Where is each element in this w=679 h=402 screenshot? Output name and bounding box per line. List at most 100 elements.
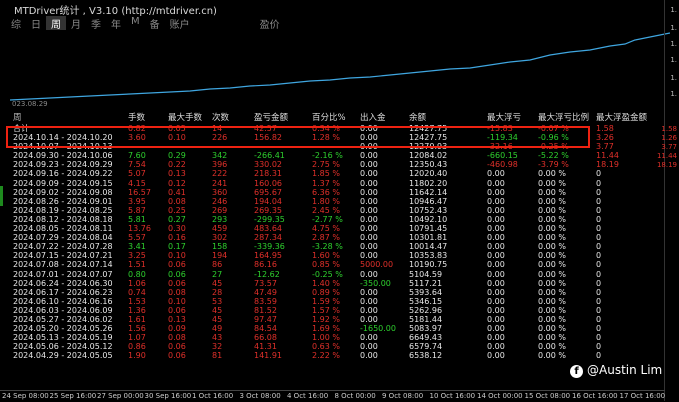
time-axis-label: 30 Sep 16:00: [144, 392, 192, 400]
table-row[interactable]: 合计 0.82 0.05 14 42.57 0.34 % 0.00 12427.75 -15.8…: [0, 124, 665, 133]
tab-2[interactable]: 周: [46, 16, 66, 31]
cell-pct: 2.45 %: [312, 205, 340, 215]
cell-io: 0.00: [360, 269, 378, 279]
table-row[interactable]: 2024.06.24 - 2024.06.30 1.06 0.06 45 73.57 1.…: [0, 279, 665, 288]
cell-maxlot: 0.06: [168, 269, 186, 279]
cell-ddp: 0.00 %: [538, 242, 566, 252]
cell-pct: 2.87 %: [312, 233, 340, 243]
cell-pnl: 141.91: [254, 351, 282, 361]
table-row[interactable]: 2024.04.29 - 2024.05.05 1.90 0.06 81 141.91 2…: [0, 351, 665, 360]
tab-6[interactable]: M: [131, 16, 140, 27]
table-row[interactable]: 2024.07.22 - 2024.07.28 3.41 0.17 158 -339.3…: [0, 242, 665, 251]
cell-dd: -119.34: [487, 133, 518, 143]
cell-lots: 1.36: [128, 305, 146, 315]
header-cell[interactable]: 最大浮亏: [487, 113, 522, 123]
table-row[interactable]: 2024.07.15 - 2024.07.21 3.25 0.10 194 164.95…: [0, 251, 665, 260]
header-cell[interactable]: 余额: [409, 113, 427, 123]
tab-9[interactable]: 盈价: [259, 20, 280, 31]
cell-bal: 10492.10: [409, 214, 448, 224]
table-row[interactable]: 2024.09.30 - 2024.10.06 7.60 0.29 342 -266.4…: [0, 151, 665, 160]
scale-label: 1.: [670, 40, 677, 48]
table-row[interactable]: 2024.08.26 - 2024.09.01 3.95 0.08 246 194.04…: [0, 197, 665, 206]
header-cell[interactable]: 周: [13, 113, 22, 123]
cell-pnl: 83.59: [254, 296, 277, 306]
cell-bal: 6538.12: [409, 351, 443, 361]
header-cell[interactable]: 最大浮盈金额: [596, 113, 648, 123]
tab-7[interactable]: 备: [149, 20, 160, 31]
tab-3[interactable]: 月: [71, 20, 81, 31]
table-row[interactable]: 2024.07.01 - 2024.07.07 0.80 0.06 27 -12.62 -…: [0, 270, 665, 279]
table-row[interactable]: 2024.05.13 - 2024.05.19 1.07 0.08 43 66.08 1.…: [0, 333, 665, 342]
table-row[interactable]: 2024.07.29 - 2024.08.04 5.57 0.16 302 287.34…: [0, 233, 665, 242]
cell-maxlot: 0.27: [168, 214, 186, 224]
header-cell[interactable]: 百分比%: [312, 113, 346, 123]
cell-io: 0.00: [360, 333, 378, 343]
cell-bal: 10752.43: [409, 205, 448, 215]
tab-4[interactable]: 季: [91, 20, 101, 31]
cell-pnl: 156.82: [254, 133, 282, 143]
cell-mf: 0: [596, 251, 602, 261]
cell-count: 49: [212, 324, 223, 334]
tab-1[interactable]: 日: [31, 20, 41, 31]
table-row[interactable]: 2024.09.23 - 2024.09.29 7.54 0.22 396 330.02…: [0, 160, 665, 169]
cell-mf: 0: [596, 351, 602, 361]
header-cell[interactable]: 次数: [212, 113, 230, 123]
cell-count: 269: [212, 205, 228, 215]
cell-bal: 5181.44: [409, 314, 443, 324]
cell-mf: 18.19: [596, 160, 619, 170]
cell-count: 32: [212, 342, 223, 352]
table-row[interactable]: 2024.10.14 - 2024.10.20 3.60 0.10 226 156.82…: [0, 133, 665, 142]
facebook-icon: f: [570, 365, 583, 378]
cell-ddp: 0.00 %: [538, 342, 566, 352]
watermark-text: @Austin Lim: [587, 363, 663, 377]
table-row[interactable]: 2024.09.16 - 2024.09.22 5.07 0.13 222 218.31…: [0, 169, 665, 178]
table-row[interactable]: 2024.08.12 - 2024.08.18 5.81 0.27 293 -299.3…: [0, 215, 665, 224]
cell-maxlot: 0.06: [168, 351, 186, 361]
header-cell[interactable]: 最大浮亏比例: [538, 113, 590, 123]
table-row[interactable]: 2024.06.03 - 2024.06.09 1.36 0.06 45 81.52 1.…: [0, 306, 665, 315]
table-row[interactable]: 2024.06.10 - 2024.06.16 1.53 0.10 53 83.59 1.…: [0, 297, 665, 306]
cell-period: 合计: [13, 124, 29, 133]
table-row[interactable]: 2024.08.19 - 2024.08.25 5.87 0.25 269 269.35…: [0, 206, 665, 215]
cell-pct: 4.75 %: [312, 224, 340, 234]
cell-io: 0.00: [360, 187, 378, 197]
cell-maxlot: 0.13: [168, 314, 186, 324]
time-axis-label: 14 Oct 00:00: [477, 392, 523, 400]
tab-bar: 综日周月季年 M 备账户 盈价: [6, 16, 285, 31]
table-row[interactable]: 2024.07.08 - 2024.07.14 1.51 0.06 86 86.16 0.…: [0, 260, 665, 269]
table-row[interactable]: 2024.06.17 - 2024.06.23 0.74 0.08 28 47.49 0.…: [0, 288, 665, 297]
cell-dd: 0.00: [487, 214, 505, 224]
cell-count: 222: [212, 169, 228, 179]
header-cell[interactable]: 盈亏金额: [254, 113, 289, 123]
table-row[interactable]: 2024.09.02 - 2024.09.08 16.57 0.41 360 695.6…: [0, 188, 665, 197]
tab-5[interactable]: 年: [111, 20, 121, 31]
cell-pnl: 194.04: [254, 196, 282, 206]
table-header: 周 手数 最大手数 次数 盈亏金额 百分比% 出入金 余额 最大浮亏 最大浮亏比例 最大浮盈金额: [0, 112, 665, 124]
cell-lots: 1.07: [128, 333, 146, 343]
tab-0[interactable]: 综: [11, 20, 21, 31]
table-row[interactable]: 2024.08.05 - 2024.08.11 13.76 0.30 459 483.6…: [0, 224, 665, 233]
cell-bal: 5393.64: [409, 287, 443, 297]
cell-maxlot: 0.29: [168, 151, 186, 161]
cell-pct: 6.36 %: [312, 187, 340, 197]
cell-pnl: 483.64: [254, 224, 282, 234]
cell-count: 226: [212, 133, 228, 143]
table-row[interactable]: 2024.05.06 - 2024.05.12 0.86 0.06 32 41.31 0.…: [0, 342, 665, 351]
tab-8[interactable]: 账户: [169, 20, 190, 31]
equity-curve-chart: [10, 32, 670, 101]
cell-mf: 3.26: [596, 133, 614, 143]
cell-io: -1650.00: [360, 324, 396, 334]
cell-bal: 12350.43: [409, 160, 448, 170]
cell-count: 43: [212, 333, 223, 343]
table-row[interactable]: 2024.05.27 - 2024.06.02 1.61 0.13 45 97.47 1.…: [0, 315, 665, 324]
header-cell[interactable]: 出入金: [360, 113, 386, 123]
cell-pnl: 218.31: [254, 169, 282, 179]
time-axis-label: 9 Oct 08:00: [382, 392, 424, 400]
cell-mf: 0: [596, 196, 602, 206]
table-row[interactable]: 2024.05.20 - 2024.05.26 1.56 0.09 49 84.54 1.…: [0, 324, 665, 333]
watermark: f @Austin Lim: [570, 363, 662, 378]
table-row[interactable]: 2024.09.09 - 2024.09.15 4.15 0.12 241 160.06…: [0, 179, 665, 188]
header-cell[interactable]: 手数: [128, 113, 146, 123]
cell-mf: 11.44: [596, 151, 619, 161]
header-cell[interactable]: 最大手数: [168, 113, 203, 123]
